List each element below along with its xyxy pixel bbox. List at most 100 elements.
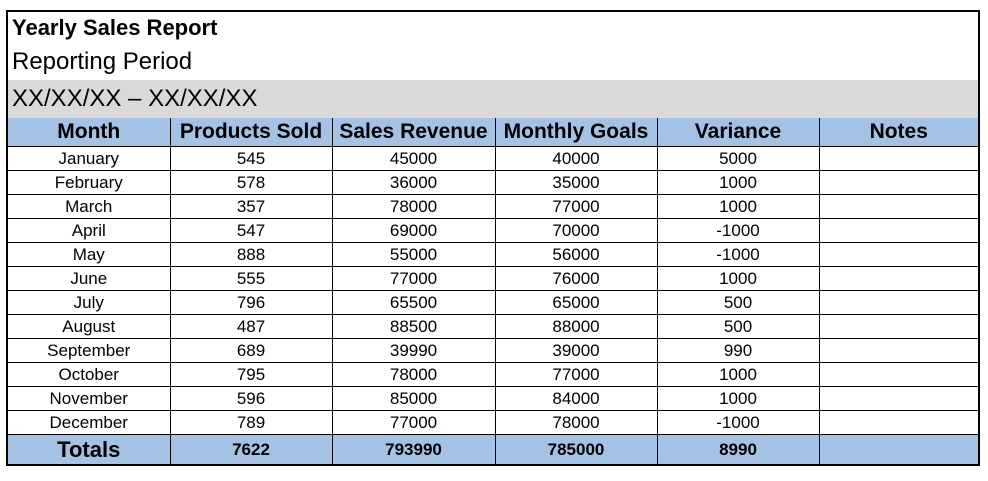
cell-products-sold[interactable]: 555 [169,266,333,291]
report-title[interactable]: Yearly Sales Report [12,15,218,40]
cell-products-sold[interactable]: 596 [169,386,333,411]
cell-products-sold[interactable]: 888 [169,242,333,267]
sales-report-sheet: Yearly Sales Report Reporting Period XX/… [6,10,980,466]
table-body: January 545 45000 40000 5000 February 578 36000… [8,146,978,464]
cell-monthly-goals[interactable]: 70000 [494,218,658,243]
cell-notes[interactable] [818,170,978,195]
table-row: December 789 77000 78000 -1000 [8,410,978,435]
cell-variance[interactable]: 5000 [656,146,820,171]
cell-sales-revenue[interactable]: 85000 [331,386,496,411]
total-products-sold[interactable]: 7622 [169,434,333,464]
total-sales-revenue[interactable]: 793990 [331,434,496,464]
cell-sales-revenue[interactable]: 39990 [331,338,496,363]
cell-notes[interactable] [818,386,978,411]
cell-variance[interactable]: 1000 [656,362,820,387]
cell-products-sold[interactable]: 547 [169,218,333,243]
cell-month[interactable]: May [8,242,171,267]
cell-month[interactable]: November [8,386,171,411]
cell-month[interactable]: December [8,410,171,435]
cell-monthly-goals[interactable]: 77000 [494,362,658,387]
table-row: November 596 85000 84000 1000 [8,386,978,411]
cell-notes[interactable] [818,410,978,435]
header-monthly-goals[interactable]: Monthly Goals [494,118,658,147]
table-header: Month Products Sold Sales Revenue Monthl… [8,118,978,147]
cell-notes[interactable] [818,338,978,363]
cell-products-sold[interactable]: 487 [169,314,333,339]
cell-notes[interactable] [818,194,978,219]
cell-sales-revenue[interactable]: 65500 [331,290,496,315]
reporting-period-label[interactable]: Reporting Period [12,48,193,75]
cell-monthly-goals[interactable]: 76000 [494,266,658,291]
header-notes[interactable]: Notes [818,118,978,147]
header-variance[interactable]: Variance [656,118,820,147]
cell-monthly-goals[interactable]: 78000 [494,410,658,435]
cell-variance[interactable]: -1000 [656,410,820,435]
cell-products-sold[interactable]: 545 [169,146,333,171]
cell-notes[interactable] [818,146,978,171]
cell-sales-revenue[interactable]: 55000 [331,242,496,267]
cell-variance[interactable]: 1000 [656,170,820,195]
total-variance[interactable]: 8990 [656,434,820,464]
cell-monthly-goals[interactable]: 88000 [494,314,658,339]
total-notes[interactable] [818,434,978,464]
cell-products-sold[interactable]: 689 [169,338,333,363]
cell-sales-revenue[interactable]: 77000 [331,266,496,291]
cell-month[interactable]: March [8,194,171,219]
table-row: April 547 69000 70000 -1000 [8,218,978,243]
cell-month[interactable]: August [8,314,171,339]
cell-monthly-goals[interactable]: 35000 [494,170,658,195]
cell-sales-revenue[interactable]: 77000 [331,410,496,435]
cell-sales-revenue[interactable]: 78000 [331,194,496,219]
cell-variance[interactable]: 500 [656,314,820,339]
cell-sales-revenue[interactable]: 45000 [331,146,496,171]
cell-sales-revenue[interactable]: 88500 [331,314,496,339]
cell-monthly-goals[interactable]: 40000 [494,146,658,171]
cell-sales-revenue[interactable]: 36000 [331,170,496,195]
cell-monthly-goals[interactable]: 39000 [494,338,658,363]
cell-month[interactable]: April [8,218,171,243]
cell-month[interactable]: February [8,170,171,195]
cell-products-sold[interactable]: 357 [169,194,333,219]
cell-notes[interactable] [818,242,978,267]
cell-products-sold[interactable]: 578 [169,170,333,195]
cell-variance[interactable]: -1000 [656,242,820,267]
cell-variance[interactable]: 1000 [656,194,820,219]
totals-label[interactable]: Totals [8,434,171,464]
reporting-period-value[interactable]: XX/XX/XX – XX/XX/XX [8,80,978,118]
cell-month[interactable]: October [8,362,171,387]
cell-products-sold[interactable]: 789 [169,410,333,435]
table-row: March 357 78000 77000 1000 [8,194,978,219]
cell-monthly-goals[interactable]: 65000 [494,290,658,315]
total-monthly-goals[interactable]: 785000 [494,434,658,464]
cell-variance[interactable]: 1000 [656,386,820,411]
cell-variance[interactable]: 990 [656,338,820,363]
cell-month[interactable]: July [8,290,171,315]
cell-products-sold[interactable]: 796 [169,290,333,315]
cell-monthly-goals[interactable]: 77000 [494,194,658,219]
cell-month[interactable]: June [8,266,171,291]
table-row: July 796 65500 65000 500 [8,290,978,315]
table-row: February 578 36000 35000 1000 [8,170,978,195]
table-row: January 545 45000 40000 5000 [8,146,978,171]
cell-variance[interactable]: -1000 [656,218,820,243]
cell-variance[interactable]: 500 [656,290,820,315]
table-row: September 689 39990 39000 990 [8,338,978,363]
cell-sales-revenue[interactable]: 69000 [331,218,496,243]
header-month[interactable]: Month [8,118,171,147]
cell-products-sold[interactable]: 795 [169,362,333,387]
cell-month[interactable]: September [8,338,171,363]
cell-notes[interactable] [818,218,978,243]
cell-notes[interactable] [818,266,978,291]
table-row: October 795 78000 77000 1000 [8,362,978,387]
cell-notes[interactable] [818,362,978,387]
cell-monthly-goals[interactable]: 56000 [494,242,658,267]
header-products-sold[interactable]: Products Sold [169,118,333,147]
cell-sales-revenue[interactable]: 78000 [331,362,496,387]
cell-notes[interactable] [818,290,978,315]
cell-notes[interactable] [818,314,978,339]
table-row: August 487 88500 88000 500 [8,314,978,339]
cell-monthly-goals[interactable]: 84000 [494,386,658,411]
cell-month[interactable]: January [8,146,171,171]
header-sales-revenue[interactable]: Sales Revenue [331,118,496,147]
cell-variance[interactable]: 1000 [656,266,820,291]
